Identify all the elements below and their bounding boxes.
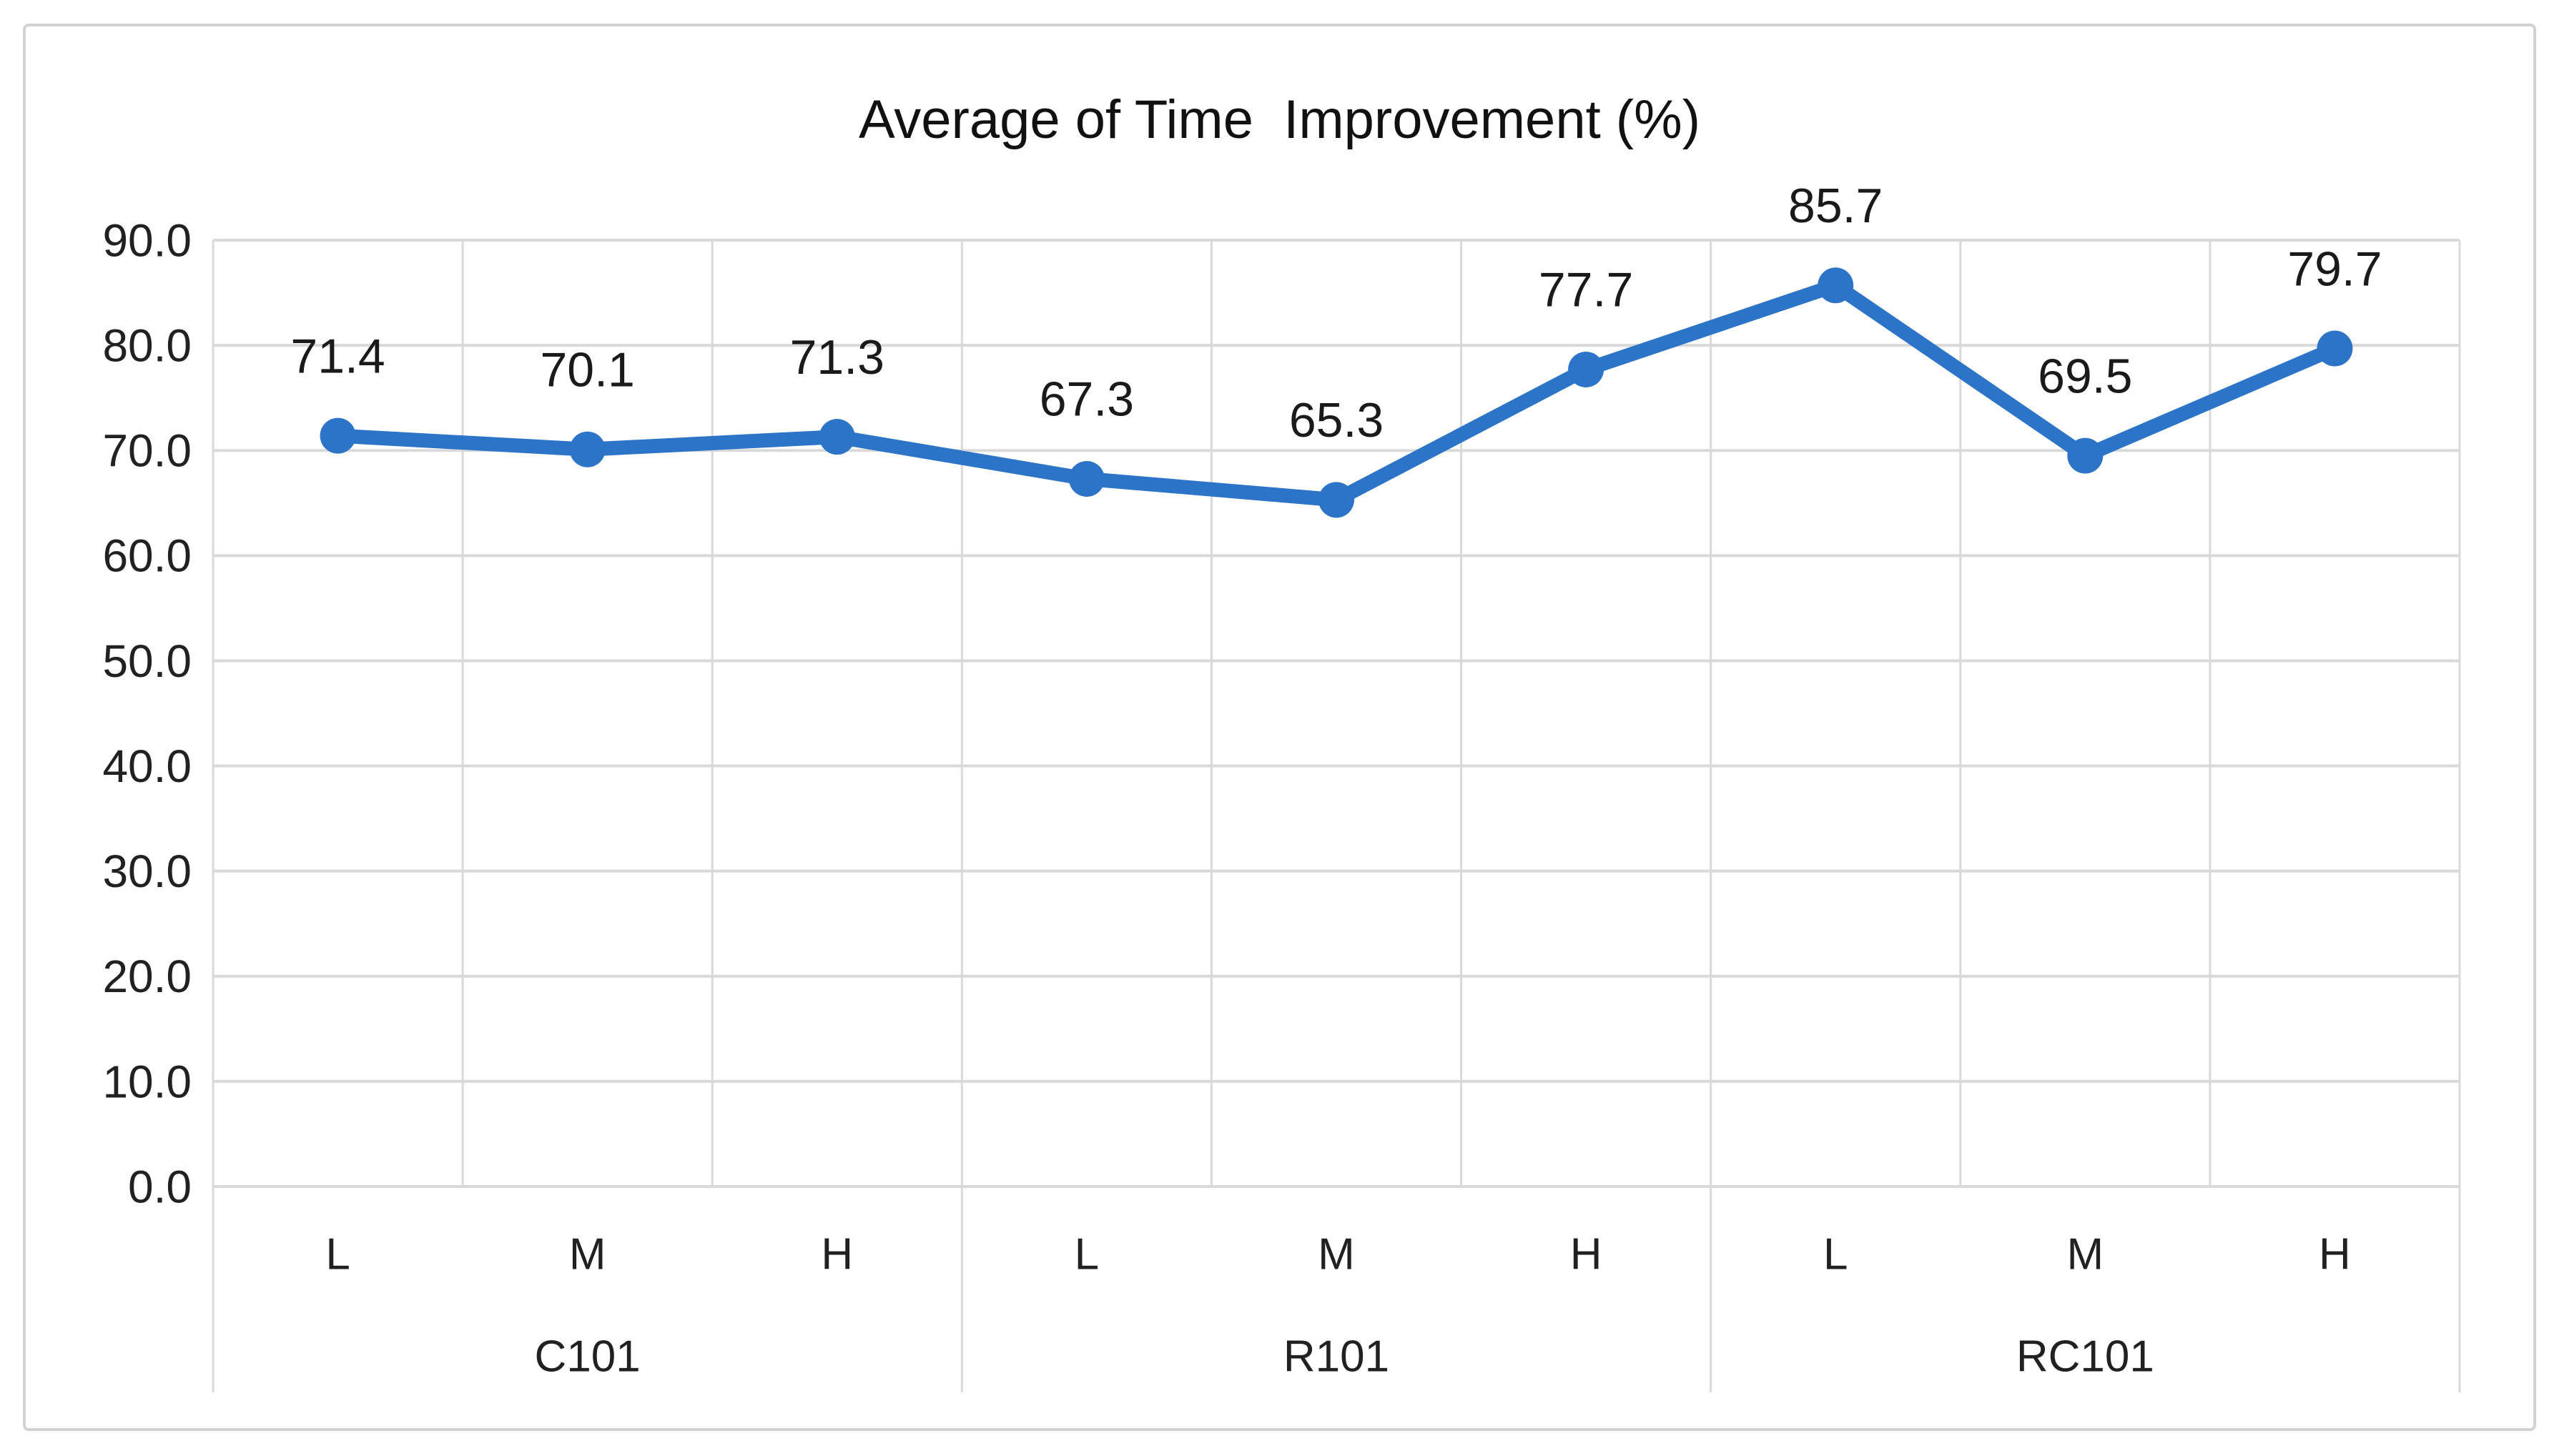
category-tick-label: L bbox=[325, 1230, 350, 1279]
y-tick-label: 90.0 bbox=[102, 214, 192, 266]
category-tick-label: M bbox=[2067, 1230, 2104, 1279]
y-tick-label: 60.0 bbox=[102, 530, 192, 582]
category-tick-label: H bbox=[2319, 1230, 2351, 1279]
data-point-marker bbox=[2317, 330, 2353, 367]
group-label: R101 bbox=[1283, 1332, 1389, 1382]
y-tick-label: 20.0 bbox=[102, 951, 192, 1002]
y-tick-label: 70.0 bbox=[102, 425, 192, 477]
category-tick-label: L bbox=[1823, 1230, 1848, 1279]
data-point-marker bbox=[1318, 482, 1354, 518]
y-tick-label: 0.0 bbox=[128, 1161, 192, 1212]
data-point-marker bbox=[2067, 437, 2104, 474]
y-tick-label: 30.0 bbox=[102, 846, 192, 897]
data-point-marker bbox=[1068, 460, 1105, 497]
data-point-marker bbox=[569, 431, 606, 467]
data-point-marker bbox=[320, 417, 356, 454]
data-label: 69.5 bbox=[2038, 349, 2132, 403]
group-label: RC101 bbox=[2016, 1332, 2154, 1382]
y-tick-label: 50.0 bbox=[102, 635, 192, 687]
data-label: 71.4 bbox=[290, 329, 385, 383]
category-tick-label: H bbox=[1570, 1230, 1602, 1279]
y-tick-label: 10.0 bbox=[102, 1056, 192, 1107]
data-label: 70.1 bbox=[540, 343, 634, 397]
category-tick-label: L bbox=[1075, 1230, 1099, 1279]
data-label: 67.3 bbox=[1040, 372, 1134, 427]
group-label: C101 bbox=[535, 1332, 641, 1382]
category-tick-label: M bbox=[569, 1230, 606, 1279]
data-point-marker bbox=[819, 419, 855, 455]
data-label: 77.7 bbox=[1539, 263, 1633, 317]
data-label: 79.7 bbox=[2287, 242, 2382, 296]
data-label: 65.3 bbox=[1289, 393, 1384, 447]
category-tick-label: M bbox=[1318, 1230, 1355, 1279]
data-label: 85.7 bbox=[1788, 179, 1883, 233]
data-label: 71.3 bbox=[790, 330, 884, 385]
y-tick-label: 80.0 bbox=[102, 320, 192, 372]
y-tick-label: 40.0 bbox=[102, 741, 192, 792]
data-point-marker bbox=[1818, 267, 1854, 304]
chart-title: Average of Time Improvement (%) bbox=[858, 89, 1701, 150]
category-tick-label: H bbox=[821, 1230, 853, 1279]
figure-border bbox=[23, 24, 2536, 1431]
data-point-marker bbox=[1568, 351, 1604, 387]
